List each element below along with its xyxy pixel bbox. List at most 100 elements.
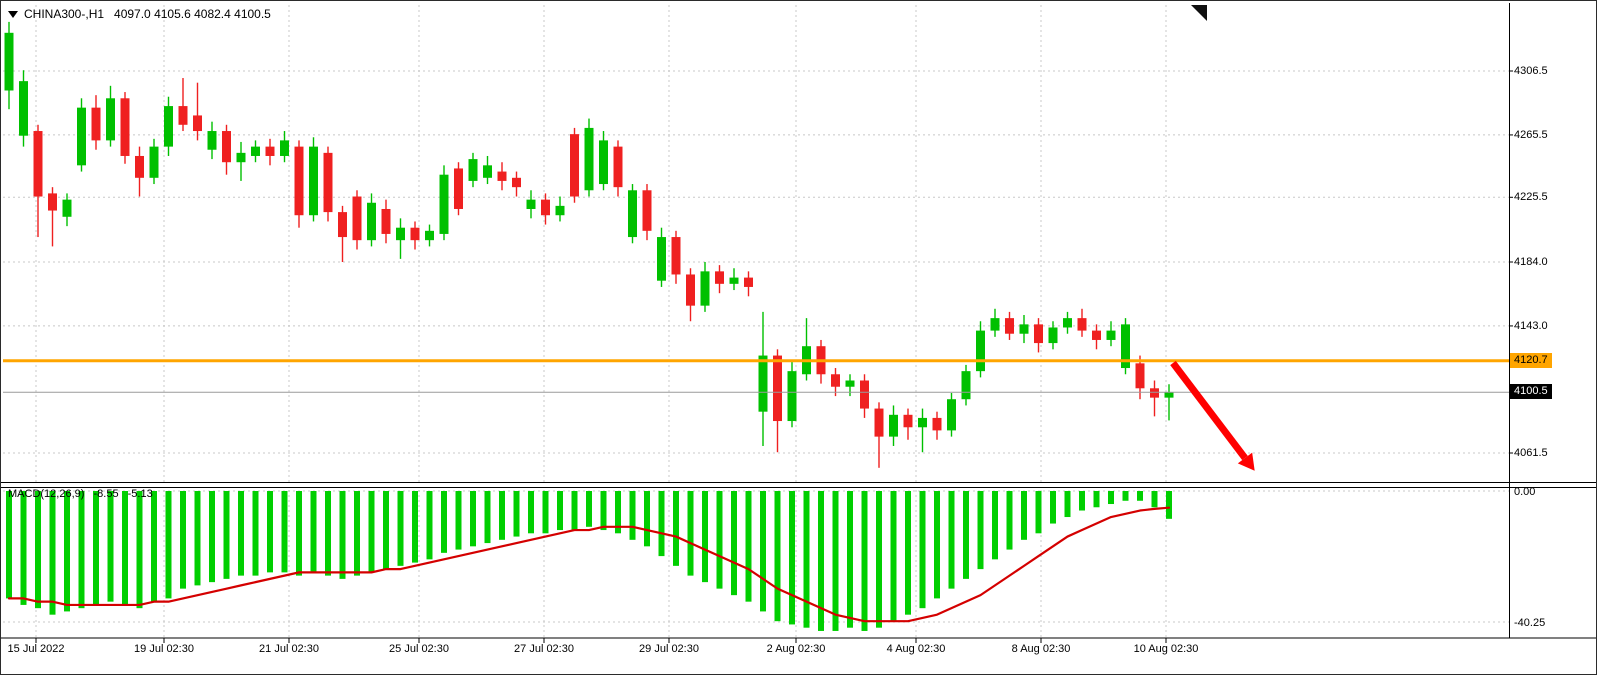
time-axis-label: 15 Jul 2022 bbox=[7, 643, 65, 655]
trend-arrow-annotation[interactable] bbox=[1170, 360, 1248, 461]
macd-histogram-bar bbox=[1006, 491, 1013, 550]
macd-histogram-bar bbox=[528, 491, 534, 534]
candle-body bbox=[1034, 324, 1043, 344]
time-axis-label: 25 Jul 02:30 bbox=[389, 643, 449, 655]
price-axis[interactable]: 4306.5 4265.5 4225.5 4184.0 4143.0 4061.5 4120… bbox=[1509, 1, 1596, 638]
macd-histogram-bar bbox=[832, 491, 839, 631]
macd-histogram-bar bbox=[252, 491, 259, 576]
macd-signal-value: -5.13 bbox=[127, 488, 153, 500]
macd-histogram-bar bbox=[615, 491, 621, 534]
trend-arrow-head bbox=[1237, 452, 1255, 471]
candle-body bbox=[309, 146, 318, 216]
macd-histogram-bar bbox=[789, 491, 795, 625]
macd-histogram-bar bbox=[542, 491, 549, 534]
price-axis-label: 4225.5 bbox=[1514, 191, 1548, 204]
candle-body bbox=[367, 202, 376, 241]
macd-main-value: -8.55 bbox=[93, 488, 119, 500]
candle-body bbox=[599, 140, 608, 185]
candle-body bbox=[33, 131, 43, 197]
macd-histogram-bar bbox=[716, 491, 723, 589]
macd-histogram-bar bbox=[1050, 491, 1056, 524]
macd-axis-label: 0.00 bbox=[1514, 486, 1536, 498]
macd-histogram-bar bbox=[499, 491, 505, 540]
macd-histogram-bar bbox=[890, 491, 897, 622]
candle-body bbox=[280, 140, 289, 156]
candle-body bbox=[439, 174, 449, 234]
candle-body bbox=[1063, 318, 1072, 328]
macd-axis-label: -40.25 bbox=[1514, 617, 1546, 629]
candle-body bbox=[845, 380, 855, 387]
macd-histogram-bar bbox=[1137, 491, 1143, 501]
candle-body bbox=[526, 199, 536, 209]
candle-body bbox=[62, 199, 72, 217]
candle-body bbox=[1135, 363, 1145, 389]
scroll-to-end-marker-icon[interactable] bbox=[1191, 5, 1207, 21]
candle-body bbox=[1048, 327, 1058, 344]
hline-price-label: 4120.7 bbox=[1510, 352, 1552, 368]
macd-histogram-bar bbox=[64, 491, 70, 612]
macd-histogram-bar bbox=[557, 491, 563, 531]
macd-histogram-bar bbox=[600, 491, 607, 531]
candle-body bbox=[671, 237, 681, 275]
macd-histogram-bar bbox=[238, 491, 244, 576]
macd-histogram-bar bbox=[905, 491, 911, 615]
candle-body bbox=[889, 414, 898, 437]
candle-body bbox=[19, 81, 28, 136]
candle-body bbox=[396, 227, 405, 241]
candle-body bbox=[323, 152, 333, 213]
macd-signal-line bbox=[7, 506, 1171, 623]
candle-body bbox=[976, 330, 985, 372]
macd-histogram-bar bbox=[919, 491, 926, 609]
macd-histogram-bar bbox=[658, 491, 665, 557]
candle-body bbox=[1164, 392, 1174, 398]
candle-body bbox=[758, 355, 768, 412]
candle-body bbox=[932, 417, 942, 431]
macd-histogram-bar bbox=[1093, 491, 1100, 508]
time-axis-label: 27 Jul 02:30 bbox=[514, 643, 574, 655]
candle-body bbox=[149, 146, 159, 178]
candle-body bbox=[1150, 388, 1159, 398]
macd-histogram-bar bbox=[934, 491, 940, 599]
candle-body bbox=[961, 371, 971, 400]
candle-body bbox=[294, 146, 304, 216]
time-axis[interactable]: 15 Jul 2022 19 Jul 02:30 21 Jul 02:30 25 Ju… bbox=[1, 638, 1596, 674]
candle-body bbox=[106, 98, 115, 141]
candle-body bbox=[352, 196, 362, 241]
macd-histogram-bar bbox=[571, 491, 578, 531]
time-axis-label: 29 Jul 02:30 bbox=[639, 643, 699, 655]
candle-body bbox=[700, 271, 710, 306]
macd-histogram-bar bbox=[702, 491, 708, 583]
macd-histogram-bar bbox=[383, 491, 389, 570]
candle-body bbox=[773, 355, 782, 422]
macd-histogram-bar bbox=[35, 491, 41, 609]
candle-body bbox=[657, 237, 666, 281]
candle-body bbox=[265, 146, 275, 156]
candle-body bbox=[207, 131, 217, 150]
candle-body bbox=[1019, 324, 1029, 334]
macd-histogram-bar bbox=[223, 491, 230, 579]
chart-title: CHINA300-,H1 4097.0 4105.6 4082.4 4100.5 bbox=[8, 7, 271, 21]
time-axis-label: 21 Jul 02:30 bbox=[259, 643, 319, 655]
candle-body bbox=[831, 374, 840, 387]
macd-histogram-bar bbox=[1122, 491, 1129, 501]
macd-histogram-bar bbox=[963, 491, 969, 579]
macd-histogram-bar bbox=[194, 491, 201, 586]
macd-histogram-bar bbox=[484, 491, 491, 544]
macd-histogram-bar bbox=[354, 491, 360, 576]
time-axis-label: 10 Aug 02:30 bbox=[1133, 643, 1199, 655]
pane-separator[interactable] bbox=[1, 482, 1597, 488]
macd-histogram-bar bbox=[49, 491, 56, 615]
candle-body bbox=[990, 318, 1000, 331]
candle-body bbox=[947, 399, 956, 431]
macd-histogram-bar bbox=[122, 491, 128, 605]
price-axis-label: 4184.0 bbox=[1514, 256, 1548, 268]
macd-histogram-bar bbox=[426, 491, 433, 560]
macd-histogram-bar bbox=[731, 491, 737, 596]
candle-body bbox=[613, 146, 623, 188]
macd-histogram-bar bbox=[455, 491, 462, 550]
price-axis-label: 4143.0 bbox=[1514, 319, 1548, 332]
macd-histogram-bar bbox=[339, 491, 346, 579]
macd-histogram-bar bbox=[1064, 491, 1071, 518]
macd-histogram-bar bbox=[774, 491, 781, 622]
